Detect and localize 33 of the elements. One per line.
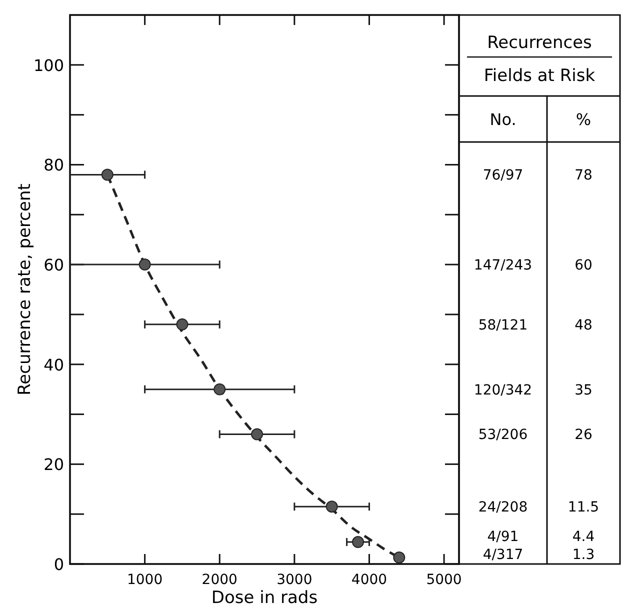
x-axis-title: Dose in rads	[211, 588, 318, 608]
y-tick-label: 20	[44, 455, 64, 474]
text: 120/342	[474, 382, 532, 398]
text: 53/206	[478, 427, 528, 444]
text: 11.5	[568, 500, 600, 516]
text: 4.4	[572, 529, 595, 545]
text: 26	[574, 427, 592, 444]
text: 78	[574, 168, 592, 184]
x-tick-label: 3000	[276, 572, 312, 588]
y-tick-label: 80	[44, 156, 64, 175]
x-tick-label: 2000	[202, 572, 238, 588]
text: 76/97	[482, 168, 524, 184]
text: Recurrences	[487, 33, 592, 53]
text: 60	[574, 258, 592, 274]
text: 24/208	[478, 500, 528, 516]
y-tick-label: 40	[44, 355, 64, 374]
text: 147/243	[474, 258, 532, 274]
y-axis-title: Recurrence rate, percent	[15, 183, 35, 396]
text: No.	[490, 110, 516, 129]
text: 58/121	[478, 317, 528, 334]
text: 4/317	[482, 547, 524, 563]
text: 48	[574, 317, 592, 334]
text: Fields at Risk	[484, 66, 596, 86]
text: 4/91	[487, 529, 519, 545]
text: 35	[574, 382, 592, 398]
x-tick-label: 5000	[426, 572, 462, 588]
y-tick-label: 60	[44, 256, 64, 275]
x-tick-label: 1000	[126, 572, 163, 588]
x-tick-label: 4000	[351, 572, 388, 588]
y-tick-label: 0	[54, 555, 64, 574]
text: %	[576, 110, 592, 129]
text: 1.3	[572, 547, 595, 563]
y-tick-label: 100	[33, 56, 64, 75]
